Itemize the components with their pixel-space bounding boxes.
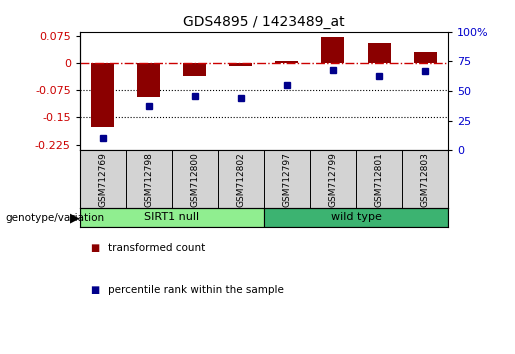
Text: GSM712797: GSM712797 (282, 152, 291, 207)
Text: GSM712799: GSM712799 (329, 152, 337, 207)
Bar (91, 63, 114, 127)
Bar (321, 37, 345, 63)
Text: ■: ■ (90, 243, 99, 253)
Bar (229, 63, 252, 67)
Bar (276, 61, 299, 63)
Text: GSM712801: GSM712801 (374, 152, 384, 207)
Text: ■: ■ (90, 285, 99, 295)
Bar (80, 208, 264, 227)
Bar (414, 52, 437, 63)
Text: GSM712800: GSM712800 (191, 152, 199, 207)
Text: GSM712802: GSM712802 (236, 152, 246, 207)
Bar (183, 63, 207, 75)
Text: GSM712798: GSM712798 (144, 152, 153, 207)
Text: GSM712803: GSM712803 (421, 152, 430, 207)
Bar (368, 43, 390, 63)
Text: GSM712769: GSM712769 (98, 152, 107, 207)
Text: wild type: wild type (331, 212, 382, 222)
Bar (264, 208, 448, 227)
Text: transformed count: transformed count (108, 243, 205, 253)
Text: ▶: ▶ (70, 211, 79, 224)
Bar (138, 63, 160, 97)
Title: GDS4895 / 1423489_at: GDS4895 / 1423489_at (183, 16, 345, 29)
Text: genotype/variation: genotype/variation (5, 213, 104, 223)
Text: SIRT1 null: SIRT1 null (144, 212, 199, 222)
Text: percentile rank within the sample: percentile rank within the sample (108, 285, 284, 295)
